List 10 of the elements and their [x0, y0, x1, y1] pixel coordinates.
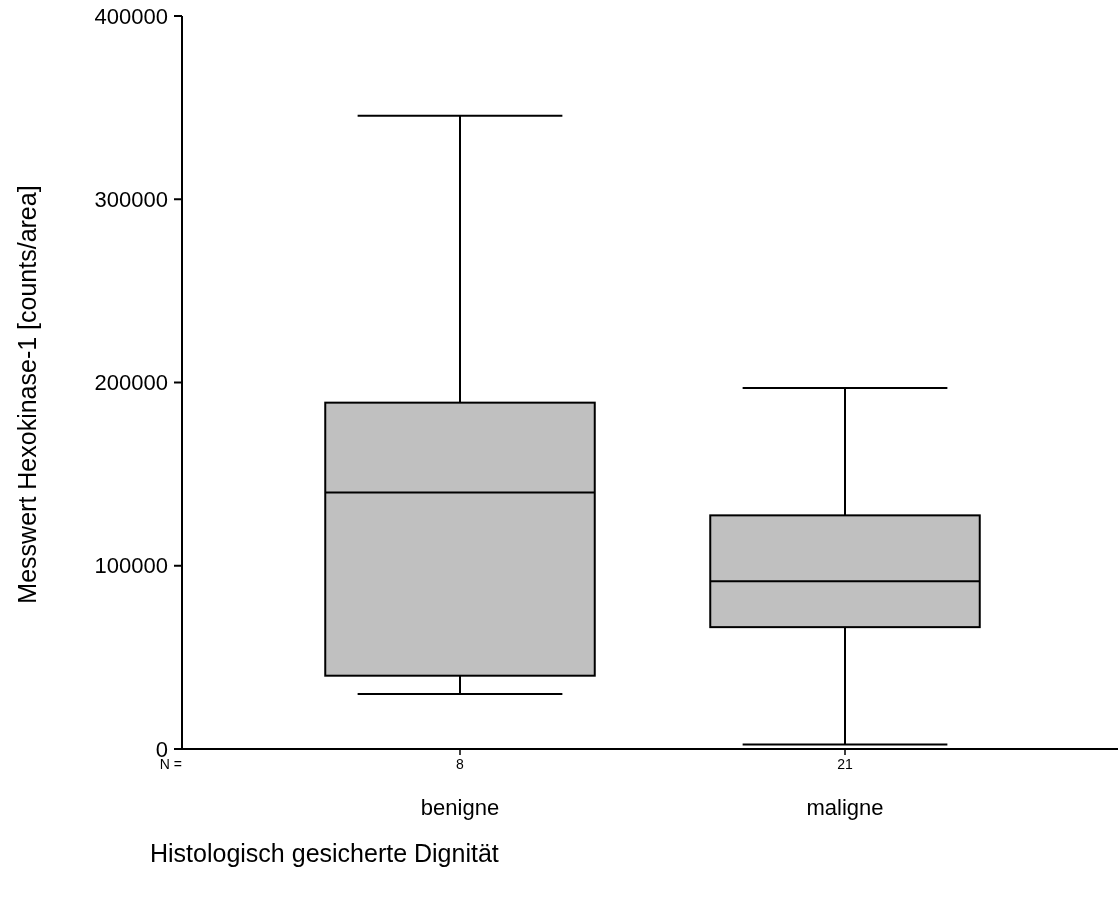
text: 21 [837, 756, 853, 772]
x-axis-title: Histologisch gesicherte Dignität [150, 839, 499, 867]
y-tick-label: 400000 [94, 3, 168, 29]
y-tick-label: 300000 [94, 186, 168, 212]
x-tick-label: benigne [420, 795, 500, 820]
y-axis-title: Messwert Hexokinase-1 [counts/area] [13, 185, 41, 604]
x-tick-label: maligne [806, 795, 884, 820]
text: 8 [456, 756, 465, 772]
y-tick-label: 100000 [94, 553, 168, 579]
y-tick-label: 200000 [94, 370, 168, 396]
